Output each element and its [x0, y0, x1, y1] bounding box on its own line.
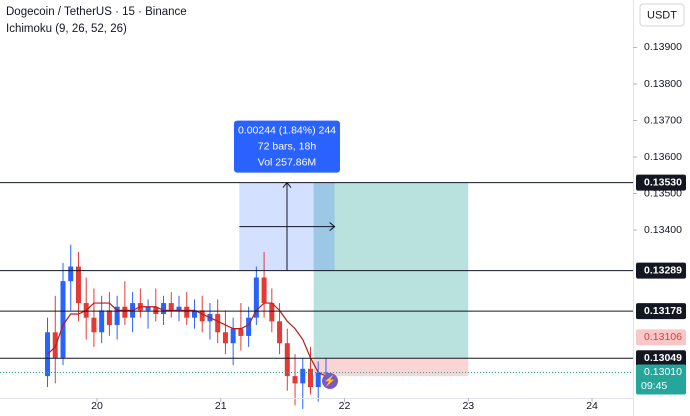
x-tick-label: 21: [215, 400, 227, 412]
candle-body: [315, 372, 321, 388]
candle-body: [238, 328, 244, 336]
measure-label-box: [233, 120, 340, 173]
measure-label: 72 bars, 18h: [258, 140, 317, 152]
y-tick-label: 0.13700: [644, 114, 682, 126]
candle-body: [52, 332, 58, 358]
candle-body: [99, 310, 105, 333]
candle-body: [253, 277, 259, 318]
x-tick-label: 24: [586, 400, 598, 412]
candle-body: [106, 310, 112, 325]
currency-button[interactable]: [639, 3, 685, 27]
x-tick-label: 20: [91, 400, 103, 412]
price-label: 0.13289: [644, 264, 682, 276]
candle-body: [75, 266, 81, 304]
candle-body: [284, 343, 290, 377]
y-tick-label: 0.13800: [644, 78, 682, 90]
candle-body: [300, 368, 306, 384]
candle-body: [323, 372, 329, 374]
candle-body: [145, 306, 151, 311]
candle-body: [191, 310, 197, 318]
event-icon-glyph[interactable]: ⚡: [324, 374, 336, 387]
measure-arrowhead: [329, 222, 336, 231]
price-label: 0.13049: [644, 352, 682, 364]
indicator-label: Ichimoku (9, 26, 52, 26): [6, 23, 127, 35]
candle-body: [246, 317, 252, 336]
price-tag-label: 0.13010: [644, 366, 682, 378]
price-label-box: [636, 262, 686, 279]
candle-body: [122, 306, 128, 318]
candle-body: [114, 306, 120, 325]
price-label-box: [636, 303, 686, 320]
measure-label: 0.00244 (1.84%) 244: [238, 124, 336, 136]
price-tag-countdown: 09:45: [641, 380, 667, 392]
candle-body: [60, 281, 66, 358]
candle-body: [269, 303, 275, 322]
price-label-box: [636, 350, 686, 367]
candle-body: [307, 368, 313, 388]
x-tick-label: 22: [339, 400, 351, 412]
y-tick-label: 0.13600: [644, 151, 682, 163]
candle-body: [199, 310, 205, 322]
x-tick-label: 23: [462, 400, 474, 412]
price-tag-box: [636, 329, 686, 346]
candle-body: [68, 266, 74, 282]
candle-body: [184, 306, 190, 318]
symbol-title: Dogecoin / TetherUS · 15 · Binance: [6, 6, 187, 18]
measure-label: Vol 257.86M: [258, 156, 316, 168]
ichimoku-line: [47, 302, 327, 377]
plot-area: 0.00244 (1.84%) 244 72 bars, 18h Vol 257.8…: [0, 120, 633, 409]
price-label-box: [636, 174, 686, 191]
candle-body: [176, 306, 182, 311]
candle-body: [153, 306, 159, 315]
price-tag-label: 0.13106: [644, 331, 682, 343]
candle-body: [230, 328, 236, 344]
price-tag-box: [636, 364, 686, 395]
event-icon[interactable]: [322, 373, 338, 389]
candle-body: [261, 277, 267, 304]
candle-body: [292, 376, 298, 384]
candle-body: [277, 321, 283, 344]
candle-body: [222, 332, 228, 344]
candle-body: [161, 303, 167, 315]
candle-body: [168, 303, 174, 311]
candle-body: [91, 317, 97, 333]
y-tick-label: 0.13400: [644, 224, 682, 236]
currency[interactable]: USDT: [647, 9, 677, 21]
candle-body: [215, 314, 221, 333]
price-label: 0.13530: [644, 176, 682, 188]
y-tick-label: 0.13900: [644, 41, 682, 53]
price-label: 0.13178: [644, 305, 682, 317]
axes: 0.139000.138000.137000.136000.135000.134…: [91, 41, 686, 412]
loss-zone: [313, 358, 469, 377]
